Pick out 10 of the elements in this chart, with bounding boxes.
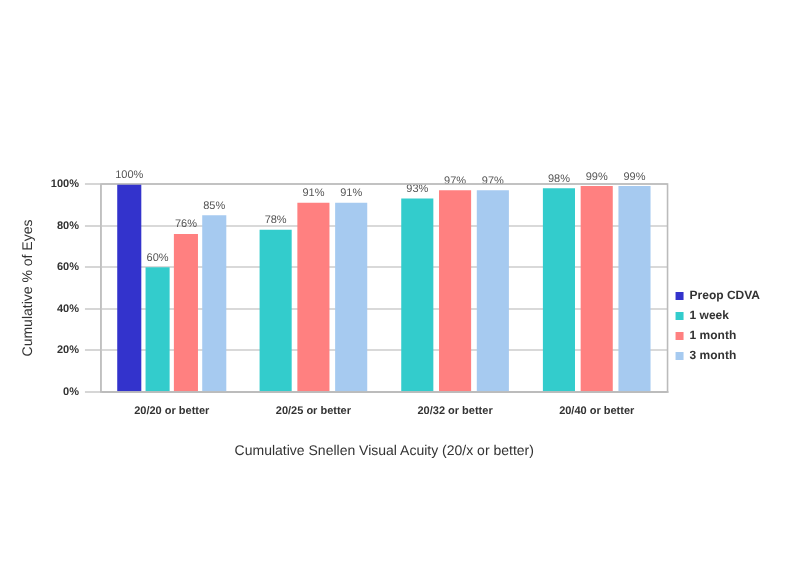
bar — [335, 202, 368, 392]
bar — [401, 198, 434, 392]
bar — [580, 186, 613, 392]
bar — [259, 229, 292, 392]
bar — [618, 186, 651, 392]
bar — [476, 190, 509, 392]
bar — [439, 190, 472, 392]
bar — [297, 202, 330, 392]
bar — [117, 184, 142, 392]
bar — [542, 188, 575, 392]
